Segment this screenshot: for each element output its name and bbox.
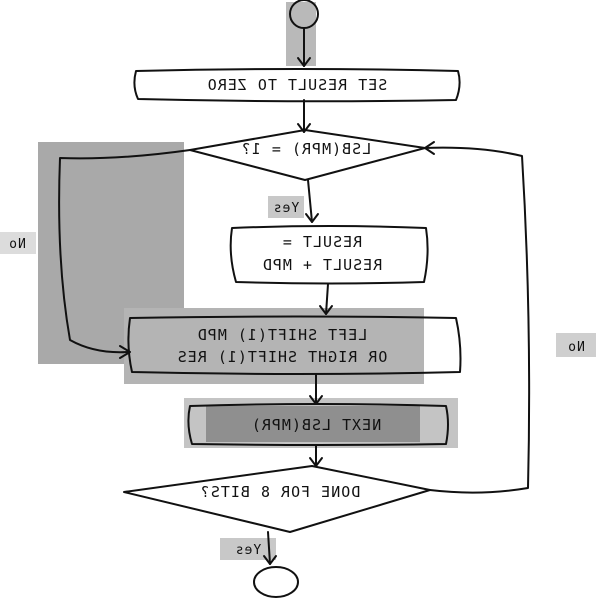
next-lsb-box xyxy=(187,403,449,446)
next-lsb-label: NEXT LSB(MPR) xyxy=(251,416,381,434)
highlight-shift-box xyxy=(124,308,424,384)
add-label-line1: RESULT = xyxy=(282,233,362,251)
loop-no-left xyxy=(58,149,191,354)
decision-done-label: DONE FOR 8 BITS? xyxy=(200,483,361,501)
arrowhead-start xyxy=(297,57,311,67)
highlight-yes-2 xyxy=(220,538,276,560)
shift-label-line1: LEFT SHIFT(1) MPD xyxy=(197,326,368,344)
highlight-right-no xyxy=(556,333,596,357)
shift-box xyxy=(127,315,462,375)
decision-lsb-label: LSB(MPR) = 1? xyxy=(241,140,371,158)
add-label-line2: RESULT + MPD xyxy=(262,256,382,274)
set-result-label: SET RESULT TO ZERO xyxy=(207,76,388,94)
arrowhead-set xyxy=(297,123,311,133)
arrowhead-no-right xyxy=(424,141,435,155)
edge-no-right: No xyxy=(567,340,585,355)
edge-yes-1: Yes xyxy=(273,201,299,216)
arrowhead-yes-2 xyxy=(263,555,277,565)
edge-no-left: No xyxy=(8,237,26,252)
loop-no-right xyxy=(424,146,531,494)
shift-label-line2: OR RIGHT SHIFT(1) RES xyxy=(177,348,388,366)
end-terminal xyxy=(253,566,299,598)
arrowhead-yes-1 xyxy=(305,213,319,223)
highlight-next-inner xyxy=(206,406,420,442)
add-box xyxy=(229,225,429,285)
arrowhead-add xyxy=(319,305,333,315)
arrowhead-no-left xyxy=(119,345,131,359)
arrow-done-yes xyxy=(267,531,271,565)
arrow-decision-yes xyxy=(307,179,313,223)
set-result-box xyxy=(133,68,461,103)
highlight-left-no xyxy=(0,232,36,254)
edge-yes-2: Yes xyxy=(235,543,261,558)
highlight-yes-1 xyxy=(268,196,304,218)
arrow-add-to-shift xyxy=(325,283,329,315)
